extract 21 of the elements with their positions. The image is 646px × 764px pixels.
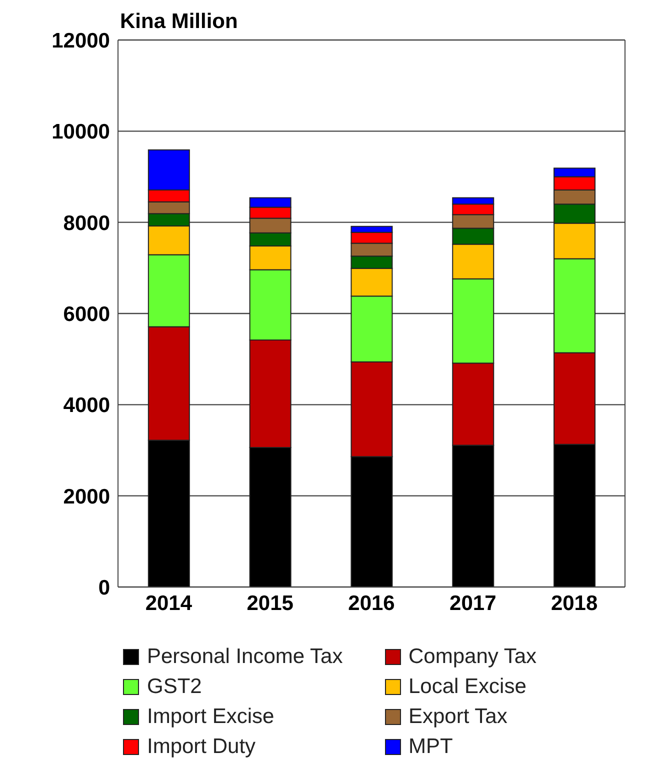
legend-label: Local Excise <box>408 675 526 699</box>
x-tick-label: 2014 <box>145 592 192 615</box>
y-tick-label: 6000 <box>63 302 110 326</box>
y-tick-label: 12000 <box>52 29 110 52</box>
x-tick-label: 2017 <box>450 592 496 615</box>
chart-title: Kina Million <box>120 10 238 34</box>
x-tick-label: 2018 <box>550 592 598 615</box>
y-tick-label: 2000 <box>63 485 110 508</box>
legend-label: Import Excise <box>147 705 274 729</box>
y-tick-label: 0 <box>98 576 110 600</box>
legend-label: MPT <box>408 735 453 759</box>
x-tick-label: 2015 <box>246 592 294 615</box>
y-tick-label: 10000 <box>52 120 110 144</box>
y-tick-label: 8000 <box>63 212 110 235</box>
legend-label: Personal Income Tax <box>147 645 343 669</box>
x-tick-label: 2016 <box>348 592 395 615</box>
legend-label: Export Tax <box>408 705 508 729</box>
y-tick-label: 4000 <box>63 394 110 418</box>
legend-label: GST2 <box>147 675 202 699</box>
legend-label: Import Duty <box>147 735 256 759</box>
legend-label: Company Tax <box>408 645 537 669</box>
